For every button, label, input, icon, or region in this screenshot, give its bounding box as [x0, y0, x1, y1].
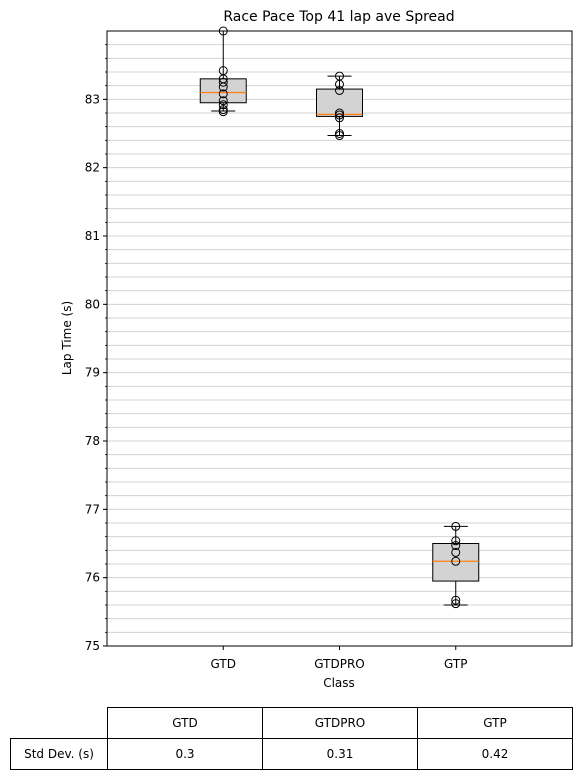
data-point — [218, 96, 228, 106]
data-point — [218, 89, 228, 99]
box-gtd — [199, 26, 247, 117]
x-axis-label: Class — [323, 676, 355, 690]
data-point — [451, 536, 461, 546]
y-tick-label: 75 — [85, 639, 100, 653]
box-gtdpro — [316, 71, 363, 141]
stats-row-label: Std Dev. (s) — [10, 738, 108, 770]
y-tick-label: 77 — [85, 502, 100, 516]
data-point — [335, 85, 344, 95]
data-point — [335, 110, 344, 120]
data-point — [451, 595, 461, 605]
data-point — [451, 541, 461, 551]
data-point — [218, 100, 228, 110]
stats-table: GTD GTDPRO GTP Std Dev. (s) 0.3 0.31 0.4… — [10, 707, 573, 770]
y-tick-label: 79 — [85, 366, 100, 380]
x-tick-label: GTDPRO — [314, 657, 364, 671]
plot-frame — [106, 30, 573, 647]
data-point — [451, 521, 461, 531]
stats-value-gtdpro: 0.31 — [262, 738, 418, 770]
box-series — [199, 26, 480, 609]
data-point — [335, 131, 344, 141]
data-point — [451, 599, 461, 609]
y-tick-label: 81 — [85, 229, 100, 243]
data-point — [218, 82, 228, 92]
y-tick-label: 80 — [85, 297, 100, 311]
data-point — [218, 77, 228, 87]
data-point — [451, 547, 461, 557]
data-point — [335, 79, 344, 89]
stats-header-gtdpro: GTDPRO — [262, 707, 418, 739]
grid-lines — [107, 44, 572, 633]
y-axis-label: Lap Time (s) — [60, 301, 74, 375]
stats-header-gtp: GTP — [417, 707, 573, 739]
chart: Race Pace Top 41 lap ave Spread 75 76 77 78… — [60, 9, 573, 690]
stats-header-row: GTD GTDPRO GTP — [11, 707, 573, 739]
data-point — [451, 556, 461, 566]
y-tick-label: 78 — [85, 434, 100, 448]
stats-header-gtd: GTD — [107, 707, 263, 739]
stats-value-gtp: 0.42 — [417, 738, 573, 770]
y-axis-ticks: 75 76 77 78 79 80 81 82 83 — [85, 44, 107, 653]
y-tick-label: 83 — [85, 92, 100, 106]
stats-value-gtd: 0.3 — [107, 738, 263, 770]
x-tick-label: GTD — [211, 657, 236, 671]
chart-title: Race Pace Top 41 lap ave Spread — [223, 9, 454, 25]
stats-corner — [11, 708, 108, 739]
y-tick-label: 82 — [85, 161, 100, 175]
box-gtp — [432, 521, 480, 609]
x-axis-ticks: GTD GTDPRO GTP — [211, 646, 467, 671]
y-tick-label: 76 — [85, 571, 100, 585]
data-point — [335, 113, 344, 123]
stats-value-row: Std Dev. (s) 0.3 0.31 0.42 — [10, 738, 573, 770]
box-body — [316, 88, 363, 117]
data-point — [218, 107, 228, 117]
x-tick-label: GTP — [444, 657, 467, 671]
